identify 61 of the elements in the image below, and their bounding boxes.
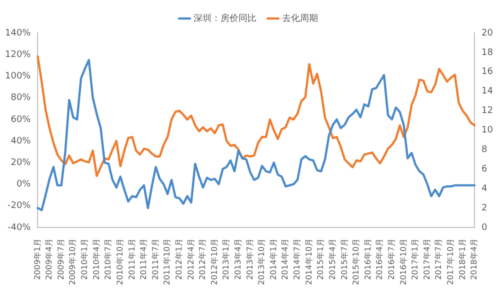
- x-tick-label: 2012年7月: [198, 238, 208, 280]
- x-tick-label: 2016年4月: [375, 238, 384, 280]
- legend-label: 深圳：房价同比: [194, 12, 256, 24]
- x-tick-label: 2010年7月: [104, 238, 113, 280]
- y-tick-label: 80%: [10, 93, 32, 104]
- x-tick-label: 2010年4月: [92, 238, 101, 280]
- x-tick-label: 2012年1月: [174, 238, 184, 280]
- y2-tick-label: 14: [482, 86, 494, 97]
- x-tick-label: 2010年1月: [80, 238, 90, 280]
- x-tick-label: 2010年10月: [115, 238, 124, 286]
- y2-tick-label: 4: [482, 184, 488, 194]
- x-tick-label: 2014年4月: [280, 238, 290, 280]
- x-tick-label: 2011年10月: [162, 238, 172, 286]
- x-tick-label: 2016年7月: [386, 238, 396, 280]
- x-tick-label: 2014年10月: [304, 238, 314, 286]
- x-tick-label: 2013年1月: [222, 238, 231, 280]
- x-tick-label: 2009年4月: [44, 238, 54, 280]
- x-tick-label: 2017年7月: [434, 238, 444, 280]
- x-tick-label: 2012年10月: [210, 238, 219, 286]
- x-tick-label: 2011年1月: [127, 238, 136, 280]
- y-tick-label: 140%: [4, 28, 32, 38]
- legend-label: 去化周期: [282, 12, 318, 24]
- x-tick-label: 2014年1月: [268, 238, 278, 280]
- x-tick-label: 2018年1月: [458, 238, 467, 280]
- x-tick-label: 2011年7月: [150, 238, 160, 280]
- y2-tick-label: 10: [482, 126, 494, 136]
- y2-tick-label: 18: [482, 48, 494, 58]
- x-tick-label: 2016年1月: [363, 238, 372, 280]
- y-tick-label: -40%: [7, 222, 32, 233]
- x-tick-label: 2009年10月: [68, 238, 78, 286]
- x-tick-label: 2016年10月: [398, 238, 408, 286]
- x-tick-label: 2015年4月: [328, 238, 337, 280]
- x-tick-label: 2015年7月: [340, 238, 349, 280]
- x-tick-label: 2017年10月: [446, 238, 456, 286]
- x-tick-label: 2012年4月: [186, 238, 196, 280]
- y-tick-label: -20%: [7, 201, 32, 212]
- x-tick-label: 2015年10月: [352, 238, 361, 286]
- x-tick-label: 2013年7月: [245, 238, 254, 280]
- x-tick-label: 2009年1月: [32, 238, 42, 280]
- x-tick-label: 2017年1月: [410, 238, 420, 280]
- x-tick-label: 2013年4月: [234, 238, 243, 280]
- x-tick-label: 2015年1月: [316, 238, 326, 280]
- y-tick-label: 20%: [10, 158, 32, 168]
- x-tick-label: 2018年4月: [470, 238, 479, 280]
- x-tick-label: 2014年7月: [292, 238, 302, 280]
- y-tick-label: 40%: [10, 136, 32, 146]
- y2-tick-label: 12: [482, 106, 493, 116]
- x-tick-label: 2011年4月: [139, 238, 148, 280]
- y2-tick-label: 8: [482, 145, 488, 156]
- y-tick-label: 100%: [4, 72, 32, 82]
- y2-tick-label: 16: [482, 67, 494, 78]
- y-tick-label: 0%: [16, 180, 32, 190]
- x-tick-label: 2013年10月: [257, 238, 266, 286]
- y2-tick-label: 0: [482, 222, 488, 233]
- x-tick-label: 2009年7月: [56, 238, 66, 280]
- y-tick-label: 60%: [10, 114, 32, 125]
- x-tick-label: 2017年4月: [422, 238, 432, 280]
- y2-tick-label: 2: [482, 203, 488, 214]
- y2-tick-label: 20: [482, 28, 494, 38]
- y2-tick-label: 6: [482, 164, 488, 174]
- y-tick-label: 120%: [4, 50, 32, 60]
